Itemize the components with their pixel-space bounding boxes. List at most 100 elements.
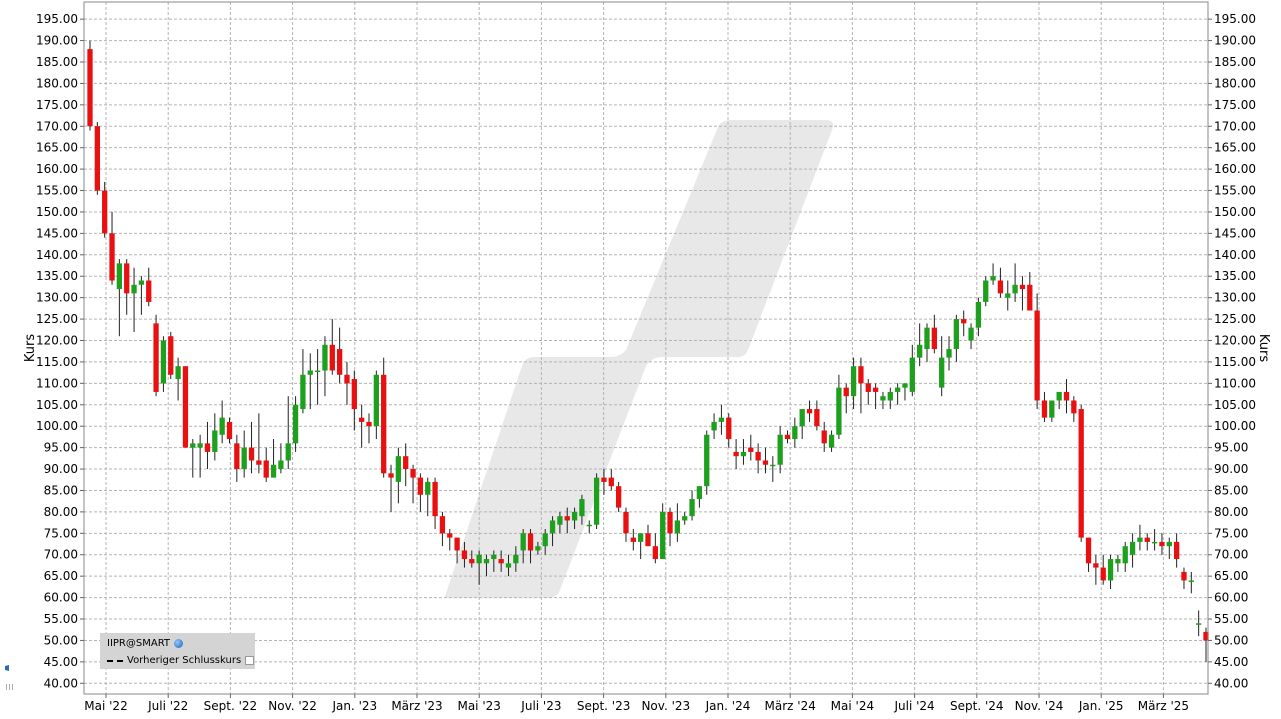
- candle: [175, 357, 181, 401]
- candle-body: [1166, 541, 1172, 547]
- candle: [784, 430, 791, 444]
- candle-body: [476, 554, 482, 564]
- candle-body: [1071, 400, 1077, 414]
- candle-body: [329, 344, 335, 371]
- candles: [87, 40, 1209, 662]
- legend-item-series[interactable]: IIPR@SMART: [107, 638, 184, 649]
- candle-body: [924, 327, 930, 350]
- x-tick-label: Nov. '23: [641, 699, 690, 713]
- candle-body: [689, 499, 695, 517]
- candle: [513, 546, 519, 572]
- y-tick-label-left: 165.00: [36, 141, 78, 155]
- candle-body: [615, 486, 622, 508]
- candle-body: [1063, 391, 1070, 401]
- y-tick-label-right: 90.00: [1214, 462, 1248, 476]
- globe-icon[interactable]: [174, 639, 184, 648]
- candle: [87, 40, 93, 131]
- candle-body: [645, 533, 651, 547]
- candle: [102, 181, 108, 238]
- candle: [623, 507, 629, 542]
- candle: [168, 331, 174, 380]
- candle: [491, 550, 497, 572]
- candle-body: [263, 460, 269, 478]
- candle-body: [1041, 400, 1048, 418]
- candle-body: [234, 443, 240, 470]
- candle: [1063, 379, 1070, 414]
- y-tick-label-right: 85.00: [1214, 483, 1248, 497]
- candle: [212, 413, 218, 461]
- candle: [615, 481, 622, 512]
- x-tick-label: Mai '22: [84, 699, 127, 713]
- candle-body: [1137, 537, 1143, 542]
- plot-area-border: [83, 1, 1209, 695]
- candle: [828, 430, 835, 452]
- candle: [1049, 400, 1055, 422]
- candle-body: [307, 370, 313, 375]
- x-tick-label: Sept. '24: [950, 699, 1004, 713]
- y-tick-label-left: 65.00: [44, 569, 78, 583]
- legend-item-previous-close[interactable]: Vorheriger Schlusskurs: [107, 655, 255, 666]
- legend-series-label: IIPR@SMART: [107, 638, 171, 649]
- candle-body: [850, 366, 857, 397]
- y-tick-label-left: 180.00: [36, 76, 78, 90]
- candle-body: [858, 366, 864, 384]
- candle-body: [638, 533, 644, 542]
- candle: [285, 396, 291, 470]
- visibility-checkbox[interactable]: [245, 656, 255, 665]
- candle-body: [483, 559, 490, 564]
- candle: [792, 417, 798, 448]
- candle-body: [1173, 541, 1180, 560]
- candle-body: [784, 434, 791, 440]
- candle-body: [557, 516, 563, 525]
- candle: [1203, 627, 1209, 662]
- candle: [799, 409, 805, 440]
- candle-body: [975, 301, 982, 328]
- candle: [351, 370, 357, 431]
- y-tick-label-right: 195.00: [1214, 12, 1256, 26]
- candle-body: [1115, 559, 1121, 564]
- candle-body: [153, 323, 159, 392]
- y-tick-label-right: 70.00: [1214, 548, 1248, 562]
- x-tick-label: Juli '24: [893, 699, 934, 713]
- y-tick-label-right: 50.00: [1214, 633, 1248, 647]
- y-tick-label-left: 170.00: [36, 119, 78, 133]
- candle-body: [417, 477, 424, 495]
- candle-body: [733, 451, 739, 457]
- candle-body: [1019, 284, 1026, 290]
- candle-body: [740, 451, 747, 457]
- candle-body: [226, 421, 233, 440]
- candle: [388, 464, 394, 512]
- candle-body: [777, 434, 783, 465]
- y-tick-label-left: 140.00: [36, 248, 78, 262]
- candle: [608, 469, 614, 491]
- candle: [924, 323, 930, 362]
- candle: [806, 400, 813, 422]
- candle-body: [491, 554, 497, 560]
- candle: [836, 374, 842, 440]
- candle: [182, 366, 189, 448]
- legend: IIPR@SMART Vorheriger Schlusskurs: [100, 633, 255, 669]
- candle-body: [887, 391, 893, 401]
- chart-tool-icon[interactable]: [3, 662, 13, 692]
- y-tick-label-right: 60.00: [1214, 591, 1248, 605]
- legend-previous-close-label: Vorheriger Schlusskurs: [127, 655, 242, 666]
- candle-body: [843, 387, 849, 397]
- candle-body: [197, 443, 203, 448]
- candle: [843, 383, 849, 414]
- candle: [116, 259, 123, 337]
- x-tick-label: Sept. '22: [204, 699, 258, 713]
- candle: [1196, 610, 1202, 637]
- y-tick-label-right: 100.00: [1214, 419, 1256, 433]
- candle: [1173, 533, 1180, 568]
- candle-body: [542, 533, 548, 547]
- candle-body: [168, 336, 174, 375]
- candle: [557, 511, 563, 534]
- candle-body: [1027, 284, 1033, 311]
- candle: [1019, 276, 1026, 311]
- candle-body: [1196, 623, 1202, 625]
- candle: [1027, 271, 1033, 311]
- candle: [403, 443, 409, 487]
- candle: [1129, 533, 1136, 568]
- candle: [1056, 391, 1062, 410]
